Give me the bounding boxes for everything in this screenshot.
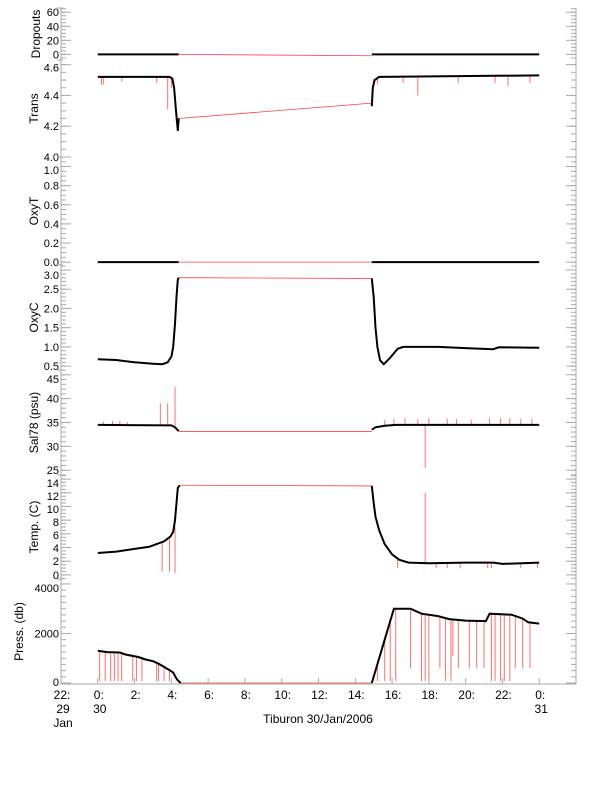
- y-tick-label: 12: [47, 491, 59, 503]
- y-tick-label: 60: [47, 7, 59, 19]
- y-tick-label: 2000: [35, 629, 59, 641]
- interpolated-gap-line: [178, 53, 372, 57]
- data-series-line: [97, 649, 182, 684]
- y-tick-label: 4.4: [44, 90, 59, 102]
- y-axis-label: Trans: [27, 93, 41, 123]
- data-series-line: [97, 484, 181, 554]
- data-series-line: [371, 423, 540, 431]
- data-series-line: [97, 75, 180, 131]
- x-axis-label: Tiburon 30/Jan/2006: [263, 712, 373, 726]
- y-tick-label: 0: [53, 677, 59, 689]
- y-tick-label: 14: [47, 478, 59, 490]
- y-tick-label: 0.2: [44, 238, 59, 250]
- data-series-line: [370, 607, 540, 684]
- data-series-line: [370, 74, 540, 107]
- x-tick-label: 31: [535, 702, 549, 716]
- y-axis-label: OxyT: [27, 196, 41, 225]
- y-tick-label: 20: [47, 35, 59, 47]
- y-tick-label: 45: [47, 374, 59, 386]
- y-axis-label: OxyC: [27, 302, 41, 332]
- x-tick-label: Jan: [53, 716, 72, 730]
- y-tick-label: 40: [47, 394, 59, 406]
- data-series-line: [370, 485, 540, 565]
- x-tick-label: 29: [56, 702, 70, 716]
- x-tick-label: 2:: [131, 688, 141, 702]
- y-axis-label: Press. (db): [12, 602, 26, 661]
- y-tick-label: 10: [47, 504, 59, 516]
- y-tick-label: 1.5: [44, 323, 59, 335]
- x-tick-label: 18:: [422, 688, 439, 702]
- y-tick-label: 0.6: [44, 200, 59, 212]
- data-series-line: [97, 277, 180, 366]
- y-tick-label: 0.8: [44, 181, 59, 193]
- y-tick-label: 4.0: [44, 152, 59, 164]
- y-tick-label: 3.0: [44, 270, 59, 282]
- x-tick-label: 4:: [167, 688, 177, 702]
- y-tick-label: 4000: [35, 583, 59, 595]
- y-tick-label: 2: [53, 556, 59, 568]
- y-tick-label: 0.5: [44, 361, 59, 373]
- x-tick-label: 22:: [495, 688, 512, 702]
- y-tick-label: 40: [47, 21, 59, 33]
- x-tick-label: 22:: [54, 688, 71, 702]
- y-tick-label: 2.0: [44, 304, 59, 316]
- interpolated-gap-line: [179, 484, 372, 487]
- x-tick-label: 30: [93, 702, 107, 716]
- x-tick-label: 0:: [94, 688, 104, 702]
- interpolated-gap-line: [178, 277, 372, 279]
- x-tick-label: 0:: [535, 688, 545, 702]
- y-tick-label: 4.2: [44, 121, 59, 133]
- x-tick-label: 16:: [385, 688, 402, 702]
- y-tick-label: 6: [53, 530, 59, 542]
- y-tick-label: 8: [53, 517, 59, 529]
- y-tick-label: 4: [53, 543, 59, 555]
- y-axis-label: Sal78 (psu): [27, 392, 41, 453]
- y-tick-label: 4.6: [44, 62, 59, 74]
- data-series-line: [370, 278, 540, 366]
- data-series-line: [97, 423, 180, 432]
- y-tick-label: 0.0: [44, 257, 59, 269]
- y-tick-label: 0: [53, 570, 59, 582]
- y-tick-label: 1.0: [44, 342, 59, 354]
- x-tick-label: 20:: [458, 688, 475, 702]
- x-tick-label: 8:: [241, 688, 251, 702]
- y-axis-label: Temp. (C): [27, 501, 41, 554]
- y-tick-label: 35: [47, 418, 59, 430]
- x-tick-label: 10:: [274, 688, 291, 702]
- y-tick-label: 25: [47, 465, 59, 477]
- x-tick-label: 6:: [204, 688, 214, 702]
- interpolated-gap-line: [178, 102, 372, 119]
- y-tick-label: 30: [47, 441, 59, 453]
- y-tick-label: 2.5: [44, 284, 59, 296]
- x-tick-label: 14:: [348, 688, 365, 702]
- y-axis-label: Dropouts: [29, 10, 43, 59]
- y-tick-label: 0.4: [44, 219, 59, 231]
- y-tick-label: 0: [53, 49, 59, 61]
- x-tick-label: 12:: [311, 688, 328, 702]
- y-tick-label: 1.0: [44, 165, 59, 177]
